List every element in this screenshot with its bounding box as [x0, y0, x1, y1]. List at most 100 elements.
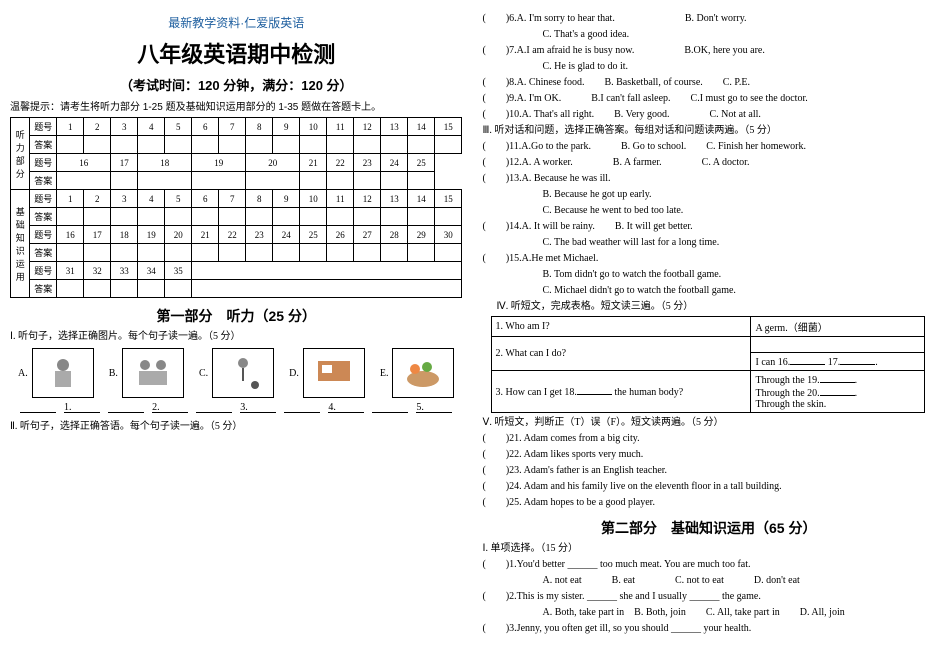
- ans-cell[interactable]: [192, 208, 219, 226]
- blank-20[interactable]: [820, 386, 855, 396]
- ans-cell[interactable]: [381, 244, 408, 262]
- blank-5[interactable]: [372, 402, 408, 413]
- ans-cell[interactable]: [219, 136, 246, 154]
- c1opts: A. not eat B. eat C. not to eat D. don't…: [483, 573, 936, 588]
- ans-cell[interactable]: [219, 208, 246, 226]
- ans-cell[interactable]: [381, 136, 408, 154]
- ans-cell[interactable]: [300, 244, 327, 262]
- ans-cell[interactable]: [408, 172, 435, 190]
- empty-span: [192, 262, 462, 280]
- ans-cell[interactable]: [435, 136, 462, 154]
- image-d-icon: [303, 348, 365, 398]
- germ-r1a: 1. Who am I?: [491, 317, 751, 337]
- blank-1[interactable]: [20, 402, 56, 413]
- ans-cell[interactable]: [408, 208, 435, 226]
- ans-cell[interactable]: [57, 136, 84, 154]
- ans-cell[interactable]: [165, 208, 192, 226]
- ans-cell[interactable]: [165, 136, 192, 154]
- image-c-icon: [212, 348, 274, 398]
- ans-cell[interactable]: [354, 172, 381, 190]
- blank-2[interactable]: [108, 402, 144, 413]
- ans-cell[interactable]: [300, 208, 327, 226]
- ans-cell[interactable]: [192, 244, 219, 262]
- ans-cell[interactable]: [219, 244, 246, 262]
- ans-cell[interactable]: [435, 244, 462, 262]
- q11: ( )11.A.Go to the park. B. Go to school.…: [483, 139, 936, 154]
- germ-r2b: I can 16. 17..: [751, 353, 924, 371]
- part1-title: 第一部分 听力（25 分）: [10, 306, 463, 326]
- ans-cell[interactable]: [57, 208, 84, 226]
- ans-cell[interactable]: [246, 244, 273, 262]
- ans-cell[interactable]: [300, 172, 327, 190]
- ans-cell[interactable]: [246, 136, 273, 154]
- ans-cell[interactable]: [327, 244, 354, 262]
- q15c: C. Michael didn't go to watch the footba…: [483, 283, 936, 298]
- answer-sheet-table: 听力部分 题号 123456789101112131415 答案 题号 1617…: [10, 117, 462, 298]
- image-b-icon: [122, 348, 184, 398]
- c1: ( )1.You'd better ______ too much meat. …: [483, 557, 936, 572]
- ans-cell[interactable]: [111, 280, 138, 298]
- ans-cell[interactable]: [327, 136, 354, 154]
- listen5-stem: Ⅴ. 听短文，判断正（T）误（F）。短文读两遍。（5 分）: [483, 415, 936, 430]
- q15b: B. Tom didn't go to watch the football g…: [483, 267, 936, 282]
- blank-4[interactable]: [284, 402, 320, 413]
- blank-16[interactable]: [790, 355, 825, 365]
- ans-cell[interactable]: [84, 244, 111, 262]
- ans-cell[interactable]: [138, 208, 165, 226]
- ans-cell[interactable]: [138, 172, 192, 190]
- ans-cell[interactable]: [327, 172, 354, 190]
- ans-cell[interactable]: [435, 208, 462, 226]
- row-label: 答案: [30, 172, 57, 190]
- q14: ( )14.A. It will be rainy. B. It will ge…: [483, 219, 936, 234]
- choice-stem: Ⅰ. 单项选择。（15 分）: [483, 541, 936, 556]
- blank-3[interactable]: [196, 402, 232, 413]
- blank-17[interactable]: [840, 355, 875, 365]
- ans-cell[interactable]: [354, 208, 381, 226]
- ans-cell[interactable]: [381, 208, 408, 226]
- blank-18[interactable]: [577, 385, 612, 395]
- ans-cell[interactable]: [408, 136, 435, 154]
- ans-cell[interactable]: [246, 208, 273, 226]
- ans-cell[interactable]: [138, 136, 165, 154]
- ans-cell[interactable]: [381, 172, 408, 190]
- image-options-row: A. B. C. D. E.: [10, 348, 463, 398]
- c: 1: [57, 118, 84, 136]
- row-label: 答案: [30, 244, 57, 262]
- ans-cell[interactable]: [273, 244, 300, 262]
- tf21: ( )21. Adam comes from a big city.: [483, 431, 936, 446]
- image-e-icon: [392, 348, 454, 398]
- ans-cell[interactable]: [192, 136, 219, 154]
- row-label: 答案: [30, 136, 57, 154]
- ans-cell[interactable]: [300, 136, 327, 154]
- c2: ( )2.This is my sister. ______ she and I…: [483, 589, 936, 604]
- ans-cell[interactable]: [408, 244, 435, 262]
- ans-cell[interactable]: [138, 280, 165, 298]
- vlabel-listen: 听力部分: [11, 118, 30, 190]
- blank-19[interactable]: [820, 373, 855, 383]
- ans-cell[interactable]: [57, 172, 111, 190]
- ans-cell[interactable]: [111, 208, 138, 226]
- ans-cell[interactable]: [84, 208, 111, 226]
- header-blue: 最新教学资料·仁爱版英语: [10, 14, 463, 31]
- q13b: B. Because he got up early.: [483, 187, 936, 202]
- ans-cell[interactable]: [165, 244, 192, 262]
- ans-cell[interactable]: [354, 136, 381, 154]
- ans-cell[interactable]: [138, 244, 165, 262]
- ans-cell[interactable]: [111, 244, 138, 262]
- ans-cell[interactable]: [273, 136, 300, 154]
- germ-r1b: A germ.（细菌）: [751, 317, 924, 337]
- ans-cell[interactable]: [246, 172, 300, 190]
- ans-cell[interactable]: [111, 172, 138, 190]
- ans-cell[interactable]: [327, 208, 354, 226]
- tf22: ( )22. Adam likes sports very much.: [483, 447, 936, 462]
- ans-cell[interactable]: [57, 244, 84, 262]
- ans-cell[interactable]: [57, 280, 84, 298]
- ans-cell[interactable]: [84, 280, 111, 298]
- ans-cell[interactable]: [192, 172, 246, 190]
- q7: ( )7.A.I am afraid he is busy now. B.OK,…: [483, 43, 936, 58]
- ans-cell[interactable]: [273, 208, 300, 226]
- ans-cell[interactable]: [84, 136, 111, 154]
- ans-cell[interactable]: [354, 244, 381, 262]
- ans-cell[interactable]: [165, 280, 192, 298]
- ans-cell[interactable]: [111, 136, 138, 154]
